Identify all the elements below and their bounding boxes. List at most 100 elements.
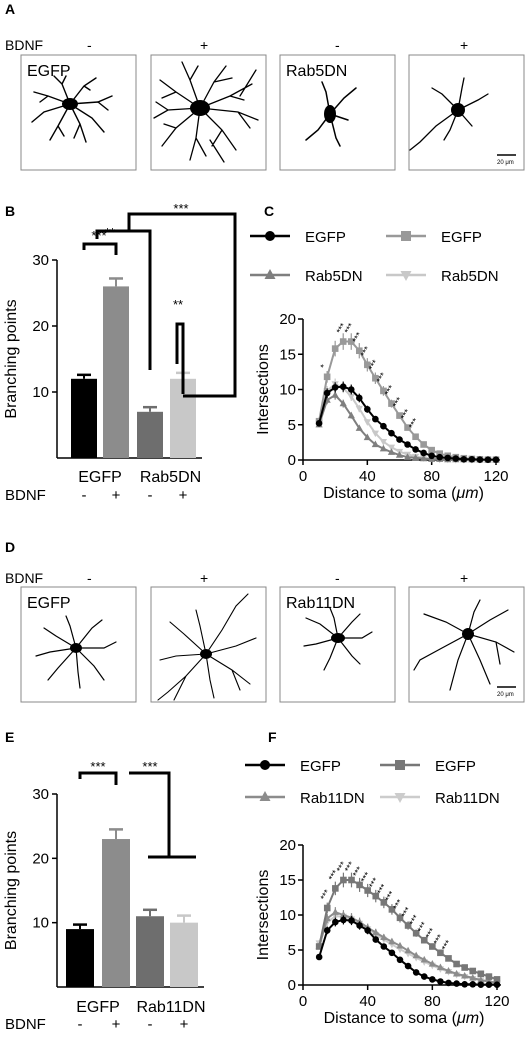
data-point-f-2 xyxy=(477,970,485,978)
x-tick-label-c: 80 xyxy=(423,468,440,485)
x-tick-label-f: 40 xyxy=(359,993,376,1010)
data-point-f-1 xyxy=(388,949,396,957)
data-point-c-1 xyxy=(347,386,355,393)
data-point-c-1 xyxy=(380,422,387,430)
data-point-c-2 xyxy=(339,338,347,345)
data-point-f-1 xyxy=(412,969,420,976)
data-point-f-3 xyxy=(477,976,485,983)
data-point-c-2 xyxy=(404,424,411,431)
data-point-f-2 xyxy=(340,876,347,884)
legend-label-c-1: EGFP xyxy=(305,229,346,246)
significance-star-f: *** xyxy=(440,938,454,953)
data-point-f-1 xyxy=(332,918,339,926)
image-box-d-2 xyxy=(150,586,267,703)
image-box-a-4 xyxy=(408,54,525,171)
significance-star-f: *** xyxy=(351,864,365,879)
y-tick-label-c: 10 xyxy=(279,382,296,399)
data-point-c-2 xyxy=(355,347,363,355)
data-point-f-1 xyxy=(420,973,428,980)
sign-d-3: - xyxy=(335,570,340,586)
data-point-f-2 xyxy=(332,885,339,892)
data-point-f-3 xyxy=(469,974,477,981)
data-point-f-3 xyxy=(412,951,420,959)
significance-star-c: *** xyxy=(334,321,348,336)
data-point-c-3 xyxy=(371,440,380,448)
y-tick-label-c: 15 xyxy=(279,346,296,363)
panel-letter-d: D xyxy=(5,539,15,555)
data-point-c-1 xyxy=(355,394,363,402)
data-point-f-2 xyxy=(485,973,493,980)
bar-b-3 xyxy=(137,411,163,458)
data-point-c-2 xyxy=(364,361,371,369)
sign-d-1: - xyxy=(87,570,92,586)
bar-e-4 xyxy=(170,922,198,987)
y-tick-label-f: 5 xyxy=(288,942,296,959)
y-tick-label-b: 20 xyxy=(32,318,49,335)
significance-star-c: *** xyxy=(374,370,388,385)
bdnf-label-b: BDNF xyxy=(5,487,46,504)
data-point-c-3 xyxy=(411,453,420,461)
box-label-a-1: EGFP xyxy=(27,63,71,80)
data-point-f-2 xyxy=(420,936,428,944)
image-box-a-2 xyxy=(150,54,267,171)
neuron-image-a-2 xyxy=(153,61,259,163)
x-axis-label-suffix-f: ) xyxy=(479,1010,484,1027)
sign-d-2: + xyxy=(200,570,208,586)
x-axis-label-c: Distance to soma (μm) xyxy=(323,485,484,502)
legend-label-c-4: Rab5DN xyxy=(441,268,499,285)
data-point-c-1 xyxy=(468,455,476,463)
significance-star-c: *** xyxy=(358,344,372,359)
data-point-f-1 xyxy=(445,979,452,987)
x-tick-label-c: 0 xyxy=(299,468,307,485)
significance-star-c: *** xyxy=(391,395,405,410)
bar-b-1 xyxy=(71,378,97,458)
data-point-c-4 xyxy=(371,430,380,438)
significance-star-f: *** xyxy=(334,859,348,874)
y-tick-label-f: 15 xyxy=(279,872,296,889)
significance-star-f: *** xyxy=(375,882,389,897)
y-tick-label-c: 0 xyxy=(288,452,296,469)
significance-star-c: * xyxy=(318,362,329,370)
bdnf-sign-e-3: - xyxy=(148,1016,153,1033)
group-label-b-2: Rab5DN xyxy=(140,469,201,486)
y-tick-label-b: 30 xyxy=(32,252,49,269)
neuron-image-a-1 xyxy=(31,75,113,143)
data-point-c-3 xyxy=(387,448,396,455)
data-point-c-1 xyxy=(364,405,371,413)
significance-bracket-b-4 xyxy=(127,212,237,398)
sign-a-1: - xyxy=(87,37,92,53)
data-point-c-1 xyxy=(372,415,379,423)
significance-bracket-b-1 xyxy=(82,242,118,255)
data-point-c-3 xyxy=(403,453,412,460)
data-point-c-3 xyxy=(395,451,404,458)
bdnf-sign-e-1: - xyxy=(78,1016,83,1033)
x-axis-label-unit-f: μm xyxy=(456,1010,479,1027)
data-point-c-1 xyxy=(492,456,500,463)
y-tick-label-f: 0 xyxy=(288,977,296,994)
bar-b-2 xyxy=(103,286,129,458)
x-tick-label-c: 120 xyxy=(483,468,508,485)
data-point-f-3 xyxy=(372,928,380,936)
significance-star-f: *** xyxy=(326,868,340,883)
legend-marker-c-1 xyxy=(265,231,275,241)
x-axis-label-suffix-c: ) xyxy=(479,485,484,502)
data-point-f-1 xyxy=(340,916,347,924)
scale-bar-label-d: 20 μm xyxy=(497,692,514,698)
image-box-d-1 xyxy=(20,586,137,703)
data-point-f-2 xyxy=(493,976,501,983)
data-point-c-1 xyxy=(436,453,444,461)
data-point-f-2 xyxy=(372,892,380,900)
significance-bracket-e-1 xyxy=(78,771,118,785)
group-label-e-1: EGFP xyxy=(76,999,120,1016)
data-point-c-1 xyxy=(388,429,395,437)
data-point-f-2 xyxy=(323,904,331,912)
significance-bracket-b-3 xyxy=(175,322,185,394)
data-point-f-1 xyxy=(404,962,412,970)
significance-star-f: *** xyxy=(318,887,332,902)
data-point-c-1 xyxy=(420,449,427,457)
significance-star-f: *** xyxy=(407,913,421,928)
significance-label-b-4: *** xyxy=(173,201,188,216)
significance-star-f: *** xyxy=(391,897,405,912)
data-point-f-2 xyxy=(315,943,323,950)
